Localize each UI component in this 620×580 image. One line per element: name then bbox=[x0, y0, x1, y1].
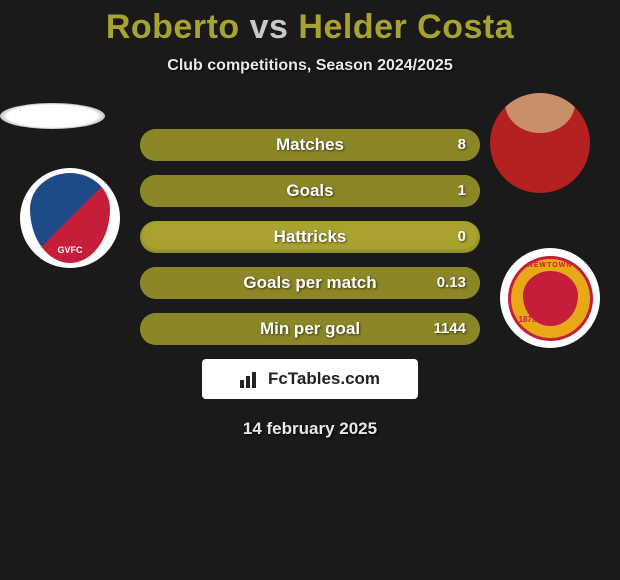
newtown-badge-icon bbox=[508, 256, 593, 341]
player2-club-badge bbox=[500, 248, 600, 348]
stat-label: Matches bbox=[140, 129, 480, 161]
stat-row: Goals per match0.13 bbox=[140, 267, 480, 299]
title-separator: vs bbox=[250, 8, 289, 46]
title-player2: Helder Costa bbox=[298, 8, 514, 46]
stat-label: Goals bbox=[140, 175, 480, 207]
gil-vicente-badge-icon bbox=[30, 173, 110, 263]
newtown-badge-shield-icon bbox=[523, 271, 578, 326]
comparison-content: Matches8Goals1Hattricks0Goals per match0… bbox=[0, 103, 620, 345]
title-player1: Roberto bbox=[106, 8, 240, 46]
comparison-date: 14 february 2025 bbox=[0, 419, 620, 439]
stat-value-player2: 1144 bbox=[433, 313, 466, 345]
stat-value-player2: 0.13 bbox=[437, 267, 466, 299]
stat-row: Matches8 bbox=[140, 129, 480, 161]
subtitle: Club competitions, Season 2024/2025 bbox=[0, 57, 620, 75]
stat-row: Min per goal1144 bbox=[140, 313, 480, 345]
player2-face-icon bbox=[505, 93, 575, 133]
comparison-title: Roberto vs Helder Costa bbox=[0, 0, 620, 47]
stat-label: Goals per match bbox=[140, 267, 480, 299]
stat-value-player2: 0 bbox=[458, 221, 466, 253]
stat-value-player2: 8 bbox=[458, 129, 466, 161]
watermark-text: FcTables.com bbox=[268, 369, 380, 389]
stat-label: Hattricks bbox=[140, 221, 480, 253]
stat-label: Min per goal bbox=[140, 313, 480, 345]
player1-club-badge bbox=[20, 168, 120, 268]
stats-bars: Matches8Goals1Hattricks0Goals per match0… bbox=[140, 129, 480, 345]
bar-chart-icon bbox=[240, 370, 262, 388]
stat-value-player2: 1 bbox=[458, 175, 466, 207]
stat-row: Goals1 bbox=[140, 175, 480, 207]
player1-avatar-placeholder bbox=[0, 103, 105, 129]
player2-avatar bbox=[490, 93, 590, 193]
watermark: FcTables.com bbox=[202, 359, 418, 399]
stat-row: Hattricks0 bbox=[140, 221, 480, 253]
